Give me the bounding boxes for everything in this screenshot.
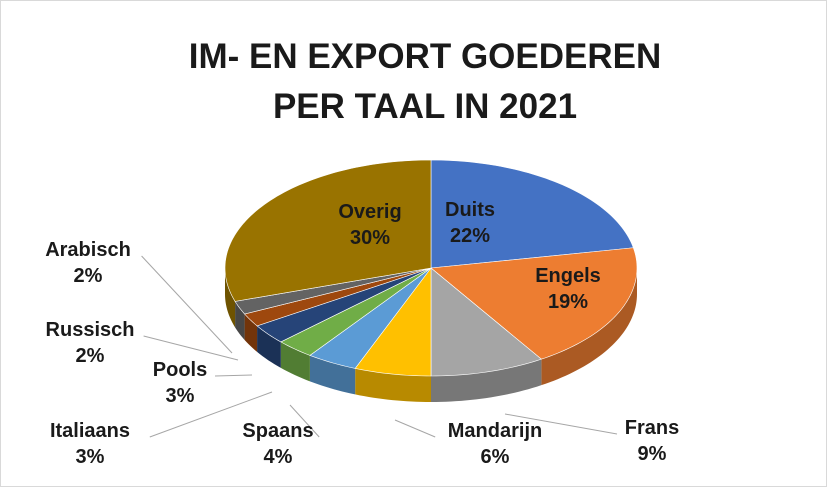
- value-label: 2%: [76, 345, 105, 367]
- category-label: Pools: [153, 359, 207, 381]
- pie-slice: [430, 267, 542, 377]
- category-label: Duits: [445, 199, 495, 221]
- pie-slice: [354, 267, 432, 377]
- pie-slice: [280, 267, 432, 356]
- pie-slice-side: [235, 301, 245, 340]
- chart-title: IM- EN EXPORT GOEDEREN: [189, 37, 662, 76]
- category-label: Arabisch: [45, 239, 131, 261]
- pie-slice-side: [355, 368, 431, 402]
- category-label: Overig: [338, 201, 401, 223]
- leader-line: [394, 419, 436, 438]
- pie-slice: [430, 159, 634, 269]
- pie-slice-side: [431, 359, 542, 402]
- pie-slice: [234, 267, 432, 315]
- value-label: 9%: [638, 443, 667, 465]
- value-label: 6%: [481, 446, 510, 468]
- leader-line: [504, 413, 618, 435]
- pie-slice-side: [280, 341, 310, 382]
- value-label: 2%: [74, 265, 103, 287]
- pie-slice: [256, 267, 432, 343]
- category-label: Engels: [535, 265, 601, 287]
- leader-line: [143, 335, 239, 361]
- value-label: 22%: [450, 225, 490, 247]
- category-label: Frans: [625, 417, 679, 439]
- pie-slice: [224, 159, 432, 302]
- pie-slice-side: [257, 325, 281, 368]
- pie-slice-side: [309, 355, 356, 395]
- value-label: 19%: [548, 291, 588, 313]
- value-label: 3%: [166, 385, 195, 407]
- pie-slice-side: [225, 268, 236, 328]
- pie-slice: [244, 267, 432, 327]
- pie-slice: [430, 247, 638, 360]
- leader-line: [214, 374, 253, 377]
- category-label: Italiaans: [50, 420, 130, 442]
- leader-line: [149, 391, 273, 438]
- category-label: Spaans: [242, 420, 313, 442]
- leader-line: [289, 404, 320, 438]
- pie-slice-side: [541, 268, 637, 386]
- value-label: 4%: [264, 446, 293, 468]
- category-label: Russisch: [46, 319, 135, 341]
- category-label: Mandarijn: [448, 420, 542, 442]
- leader-line: [141, 255, 233, 354]
- value-label: 3%: [76, 446, 105, 468]
- value-label: 30%: [350, 227, 390, 249]
- chart-title: PER TAAL IN 2021: [273, 87, 577, 126]
- pie-slice: [309, 267, 432, 369]
